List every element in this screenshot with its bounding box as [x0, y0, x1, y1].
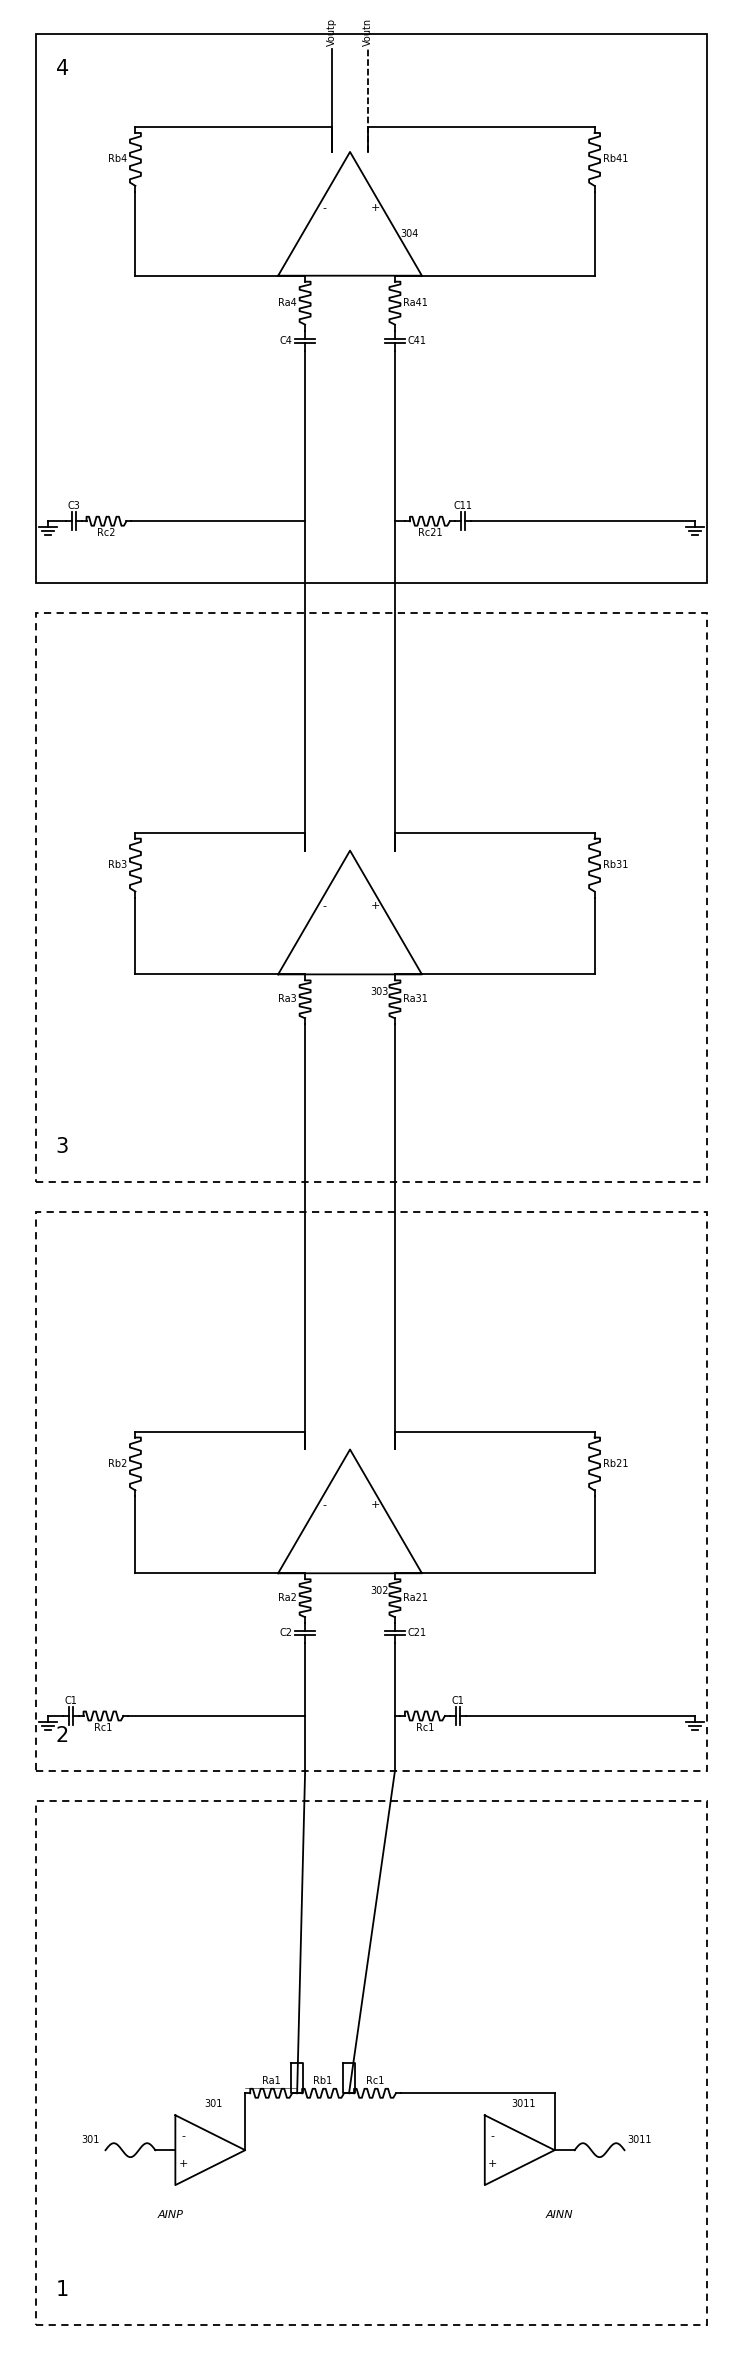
- Text: C3: C3: [67, 501, 80, 510]
- Text: Rc2: Rc2: [97, 529, 116, 539]
- Text: Voutp: Voutp: [327, 19, 337, 47]
- Text: -: -: [323, 1500, 327, 1509]
- Text: -: -: [181, 2131, 185, 2142]
- Text: 3011: 3011: [511, 2100, 536, 2109]
- Text: Rb1: Rb1: [314, 2076, 333, 2086]
- Text: C2: C2: [279, 1627, 292, 1639]
- Text: C41: C41: [408, 335, 427, 345]
- Text: Rb4: Rb4: [108, 154, 128, 165]
- Text: 303: 303: [370, 987, 389, 997]
- Text: Rc1: Rc1: [94, 1722, 113, 1734]
- Text: 304: 304: [400, 229, 418, 239]
- Bar: [36, 1212, 707, 1772]
- Text: Ra3: Ra3: [279, 994, 297, 1004]
- Text: C1: C1: [452, 1696, 464, 1705]
- Text: Ra2: Ra2: [279, 1594, 297, 1604]
- Text: 2: 2: [56, 1727, 69, 1746]
- Bar: [36, 33, 707, 583]
- Text: 1: 1: [56, 2279, 69, 2301]
- Text: Rb2: Rb2: [108, 1460, 128, 1469]
- Text: Rc21: Rc21: [418, 529, 442, 539]
- Text: Ra41: Ra41: [403, 298, 428, 307]
- Text: Rb21: Rb21: [603, 1460, 628, 1469]
- Text: 301: 301: [204, 2100, 223, 2109]
- Text: -: -: [491, 2131, 495, 2142]
- Text: -: -: [323, 902, 327, 912]
- Text: C21: C21: [408, 1627, 427, 1639]
- Text: Rb41: Rb41: [603, 154, 628, 165]
- Text: Voutn: Voutn: [363, 19, 373, 47]
- Text: -: -: [323, 203, 327, 213]
- Text: C11: C11: [453, 501, 473, 510]
- Text: C1: C1: [64, 1696, 77, 1705]
- Text: Ra31: Ra31: [403, 994, 428, 1004]
- Text: Rb31: Rb31: [603, 860, 628, 869]
- Text: 302: 302: [370, 1587, 389, 1597]
- Text: +: +: [488, 2159, 498, 2168]
- Text: +: +: [371, 203, 380, 213]
- Text: 3011: 3011: [627, 2135, 652, 2145]
- Text: C4: C4: [279, 335, 292, 345]
- Text: AINN: AINN: [546, 2211, 574, 2220]
- Text: Ra4: Ra4: [279, 298, 297, 307]
- Text: Rc1: Rc1: [416, 1722, 434, 1734]
- Text: Ra1: Ra1: [262, 2076, 281, 2086]
- Text: Ra21: Ra21: [403, 1594, 428, 1604]
- Text: 301: 301: [81, 2135, 100, 2145]
- Text: +: +: [178, 2159, 188, 2168]
- Text: Rc1: Rc1: [366, 2076, 384, 2086]
- Text: AINP: AINP: [158, 2211, 184, 2220]
- Text: Rb3: Rb3: [108, 860, 128, 869]
- Text: 4: 4: [56, 59, 69, 78]
- Text: +: +: [371, 902, 380, 912]
- Text: +: +: [371, 1500, 380, 1509]
- Bar: [36, 1800, 707, 2324]
- Bar: [36, 614, 707, 1181]
- Text: 3: 3: [56, 1136, 69, 1157]
